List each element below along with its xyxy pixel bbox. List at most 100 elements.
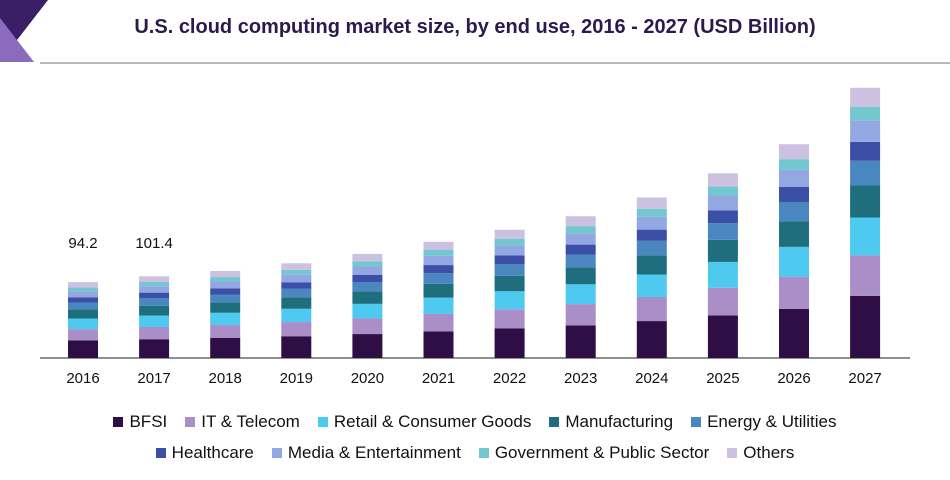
legend-swatch [478,448,489,458]
bar-segment-2017-3 [139,305,170,316]
bar-segment-2026-1 [779,276,809,309]
bar-segment-2021-2 [423,297,454,314]
bar-segment-2027-8 [850,87,881,107]
bar-segment-2016-7 [68,287,98,292]
legend-label: Manufacturing [565,412,674,431]
bar-segment-2018-6 [210,281,241,289]
bar-segment-2021-1 [423,313,454,332]
bar-segment-2025-1 [707,287,738,316]
bar-segment-2025-8 [707,173,738,187]
bar-segment-2019-0 [281,336,312,358]
legend-item: Healthcare [155,443,254,463]
legend-label: Media & Entertainment [287,443,461,462]
bar-segment-2016-1 [68,329,98,341]
legend-item: Retail & Consumer Goods [317,412,532,432]
bar-segment-2017-5 [139,292,170,299]
legend-label: Others [743,443,795,462]
x-tick-label-2016: 2016 [66,370,99,387]
x-tick-label-2027: 2027 [848,370,881,387]
bar-segment-2027-1 [850,255,881,296]
x-tick-label-2020: 2020 [351,370,384,387]
x-tick-label-2026: 2026 [777,370,810,387]
bar-segment-2020-6 [352,266,383,275]
legend-item: Media & Entertainment [271,443,461,463]
bar-segment-2022-7 [494,238,525,246]
bar-segment-2023-1 [565,304,596,326]
bar-segment-2022-0 [494,328,525,358]
bar-segment-2016-3 [68,309,98,319]
bar-segment-2025-3 [707,239,738,262]
bar-segment-2023-2 [565,284,596,305]
bar-segment-2017-6 [139,286,170,293]
bar-segment-2021-5 [423,265,454,274]
x-tick-label-2024: 2024 [635,370,668,387]
bar-segment-2016-2 [68,318,98,330]
bar-segment-2019-4 [281,288,312,298]
bar-segment-2027-4 [850,160,881,186]
bar-segment-2021-3 [423,283,454,298]
bar-segment-2017-4 [139,298,170,306]
bar-segment-2016-4 [68,302,98,310]
legend-row-1: BFSI IT & Telecom Retail & Consumer Goods M… [0,412,950,432]
legend-label: Government & Public Sector [494,443,710,462]
legend-item: Others [727,443,794,463]
bar-segment-2024-1 [636,296,667,322]
data-label-2017: 101.4 [135,235,173,252]
bar-segment-2022-1 [494,309,525,329]
bar-segment-2025-7 [707,186,738,196]
x-tick-label-2018: 2018 [209,370,242,387]
bar-segment-2021-8 [423,241,454,250]
bar-segment-2025-0 [707,315,738,358]
bar-segment-2024-3 [636,255,667,275]
legend-item: Manufacturing [549,412,673,432]
legend-swatch [155,448,166,458]
x-tick-label-2021: 2021 [422,370,455,387]
legend-item: IT & Telecom [185,412,300,432]
bar-segment-2025-5 [707,210,738,224]
bar-segment-2018-5 [210,288,241,295]
bar-segment-2020-8 [352,253,383,262]
bar-segment-2020-3 [352,291,383,304]
bar-segment-2021-4 [423,273,454,284]
bar-segment-2018-0 [210,338,241,358]
bar-segment-2026-8 [779,144,809,160]
bar-segment-2026-2 [779,246,809,277]
bar-segment-2026-5 [779,186,809,202]
bar-segment-2017-8 [139,276,170,282]
legend-row-2: Healthcare Media & Entertainment Governmen… [0,443,950,463]
x-tick-label-2022: 2022 [493,370,526,387]
title-divider [40,62,950,64]
bar-segment-2019-3 [281,297,312,309]
bar-segment-2025-2 [707,261,738,288]
bar-segment-2026-3 [779,221,809,247]
bar-segment-2026-7 [779,159,809,170]
legend-label: Energy & Utilities [707,412,837,431]
bar-segment-2019-8 [281,263,312,270]
bar-segment-2022-5 [494,255,525,265]
legend-swatch [727,448,738,458]
bar-segment-2027-7 [850,106,881,121]
bar-segment-2027-6 [850,120,881,142]
bar-segment-2023-4 [565,254,596,268]
bar-segment-2016-6 [68,291,98,298]
bar-segment-2016-5 [68,297,98,303]
legend-swatch [185,417,196,427]
bar-segment-2023-8 [565,216,596,227]
bar-segment-2018-1 [210,324,241,339]
bar-segment-2025-6 [707,195,738,211]
corner-accent-graphic [0,0,48,62]
legend-swatch [549,417,560,427]
bar-segment-2019-2 [281,308,312,323]
legend-swatch [317,417,328,427]
bar-segment-2024-0 [636,321,667,358]
bar-segment-2017-2 [139,315,170,327]
bar-segment-2018-2 [210,312,241,325]
legend-label: Retail & Consumer Goods [333,412,532,431]
bar-segment-2022-2 [494,291,525,310]
bar-segment-2023-0 [565,325,596,358]
legend-label: Healthcare [171,443,254,462]
legend-item: Energy & Utilities [691,412,837,432]
bar-segment-2025-4 [707,223,738,240]
bar-segment-2022-4 [494,264,525,276]
bar-segment-2022-3 [494,275,525,292]
